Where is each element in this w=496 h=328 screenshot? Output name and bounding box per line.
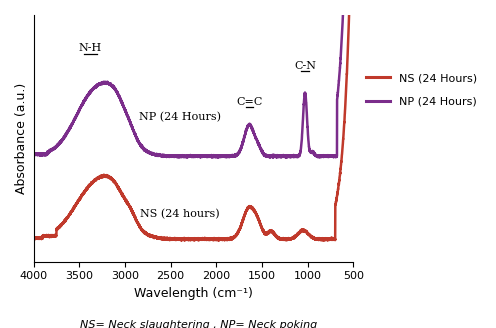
Text: NS= Neck slaughtering , NP= Neck poking: NS= Neck slaughtering , NP= Neck poking xyxy=(80,320,317,328)
Line: NS (24 Hours): NS (24 Hours) xyxy=(34,0,354,241)
NS (24 Hours) xyxy=(223,238,229,242)
Line: NP (24 Hours): NP (24 Hours) xyxy=(34,0,354,158)
NP (24 Hours) xyxy=(222,154,228,158)
NP (24 Hours) xyxy=(283,156,289,160)
NP (24 Hours) xyxy=(89,88,95,92)
Legend: NS (24 Hours), NP (24 Hours): NS (24 Hours), NP (24 Hours) xyxy=(362,70,480,110)
NS (24 Hours) xyxy=(269,229,275,233)
NS (24 Hours) xyxy=(89,182,95,186)
Y-axis label: Absorbance (a.u.): Absorbance (a.u.) xyxy=(15,83,28,194)
NS (24 Hours) xyxy=(153,236,159,240)
NP (24 Hours) xyxy=(31,152,37,156)
Text: C=C: C=C xyxy=(236,97,262,107)
NS (24 Hours) xyxy=(239,222,245,226)
NP (24 Hours) xyxy=(294,154,300,158)
NP (24 Hours) xyxy=(239,144,245,148)
Text: C-N: C-N xyxy=(294,61,316,71)
NP (24 Hours) xyxy=(269,155,275,159)
Text: N-H: N-H xyxy=(78,43,102,53)
NS (24 Hours) xyxy=(294,233,300,237)
NP (24 Hours) xyxy=(153,154,159,157)
NS (24 Hours) xyxy=(179,239,185,243)
Text: NP (24 Hours): NP (24 Hours) xyxy=(139,112,221,122)
X-axis label: Wavelength (cm⁻¹): Wavelength (cm⁻¹) xyxy=(134,287,253,300)
NS (24 Hours) xyxy=(31,236,37,240)
Text: NS (24 hours): NS (24 hours) xyxy=(140,209,220,219)
